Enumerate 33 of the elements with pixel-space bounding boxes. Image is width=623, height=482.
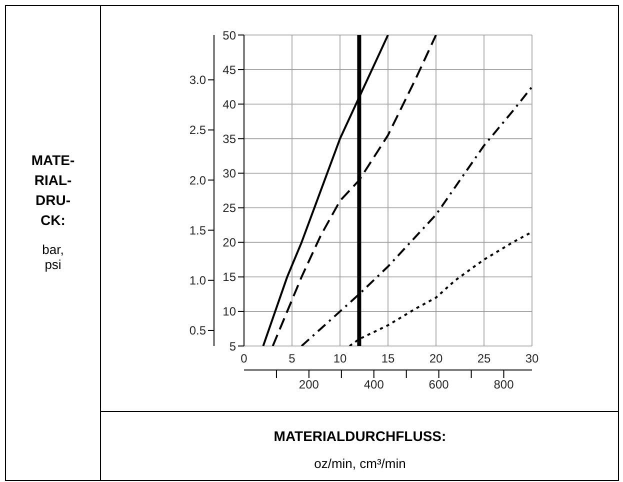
x2-tick-label: 800 xyxy=(494,378,514,392)
text: MATE-RIAL-DRU-CK: xyxy=(30,151,76,230)
y-tick-label: 25 xyxy=(222,201,236,216)
y-tick-label: 20 xyxy=(222,236,236,250)
y-tick-label: 45 xyxy=(222,62,236,77)
x-tick-label: 0 xyxy=(240,352,248,366)
y-tick-label: 50 xyxy=(222,28,236,42)
text: oz/min, cm³/min xyxy=(313,456,407,471)
y2-tick-label: 2.5 xyxy=(189,123,206,138)
x-tick-label: 20 xyxy=(429,352,443,366)
y-tick-label: 15 xyxy=(222,270,236,284)
y2-tick-label: 2.0 xyxy=(189,173,206,188)
x-tick-label: 15 xyxy=(381,352,395,366)
x-tick-label: 10 xyxy=(333,352,347,366)
y2-tick-label: 1.5 xyxy=(189,223,206,238)
y-tick-label: 40 xyxy=(222,97,236,112)
y2-tick-label: 0.5 xyxy=(189,324,206,338)
line-series xyxy=(262,35,389,346)
y-tick-label: 10 xyxy=(222,304,236,319)
x2-tick-label: 400 xyxy=(364,378,384,392)
y2-tick-label: 1.0 xyxy=(189,274,206,288)
y2-tick-label: 3.0 xyxy=(189,73,206,88)
text: bar, psi xyxy=(41,242,65,272)
y-tick-label: 5 xyxy=(229,339,236,354)
x-axis-title: MATERIALDURCHFLUSS: xyxy=(272,428,448,444)
x2-tick-label: 600 xyxy=(428,378,450,392)
y-tick-label: 35 xyxy=(222,132,236,146)
x-tick-label: 25 xyxy=(477,352,491,366)
x2-tick-label: 200 xyxy=(298,378,320,392)
line-series xyxy=(272,35,437,346)
y-tick-label: 30 xyxy=(222,166,236,180)
x-tick-label: 30 xyxy=(525,352,539,366)
x-tick-label: 5 xyxy=(288,352,296,366)
